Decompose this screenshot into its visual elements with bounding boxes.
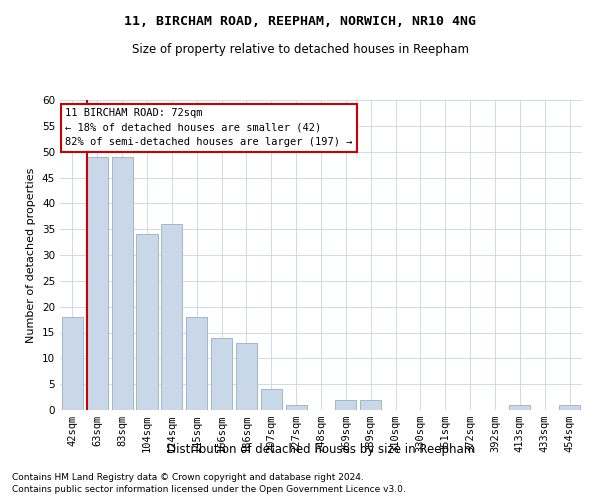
Text: Contains public sector information licensed under the Open Government Licence v3: Contains public sector information licen… xyxy=(12,485,406,494)
Bar xyxy=(161,224,182,410)
Bar xyxy=(62,317,83,410)
Text: Contains HM Land Registry data © Crown copyright and database right 2024.: Contains HM Land Registry data © Crown c… xyxy=(12,472,364,482)
Text: 11, BIRCHAM ROAD, REEPHAM, NORWICH, NR10 4NG: 11, BIRCHAM ROAD, REEPHAM, NORWICH, NR10… xyxy=(124,15,476,28)
Bar xyxy=(559,405,580,410)
Text: Size of property relative to detached houses in Reepham: Size of property relative to detached ho… xyxy=(131,42,469,56)
Bar xyxy=(261,390,282,410)
Bar xyxy=(136,234,158,410)
Text: Distribution of detached houses by size in Reepham: Distribution of detached houses by size … xyxy=(167,442,475,456)
Bar xyxy=(211,338,232,410)
Bar xyxy=(112,157,133,410)
Bar xyxy=(286,405,307,410)
Bar xyxy=(360,400,381,410)
Y-axis label: Number of detached properties: Number of detached properties xyxy=(26,168,37,342)
Bar xyxy=(335,400,356,410)
Text: 11 BIRCHAM ROAD: 72sqm
← 18% of detached houses are smaller (42)
82% of semi-det: 11 BIRCHAM ROAD: 72sqm ← 18% of detached… xyxy=(65,108,353,148)
Bar xyxy=(236,343,257,410)
Bar xyxy=(87,157,108,410)
Bar xyxy=(186,317,207,410)
Bar xyxy=(509,405,530,410)
